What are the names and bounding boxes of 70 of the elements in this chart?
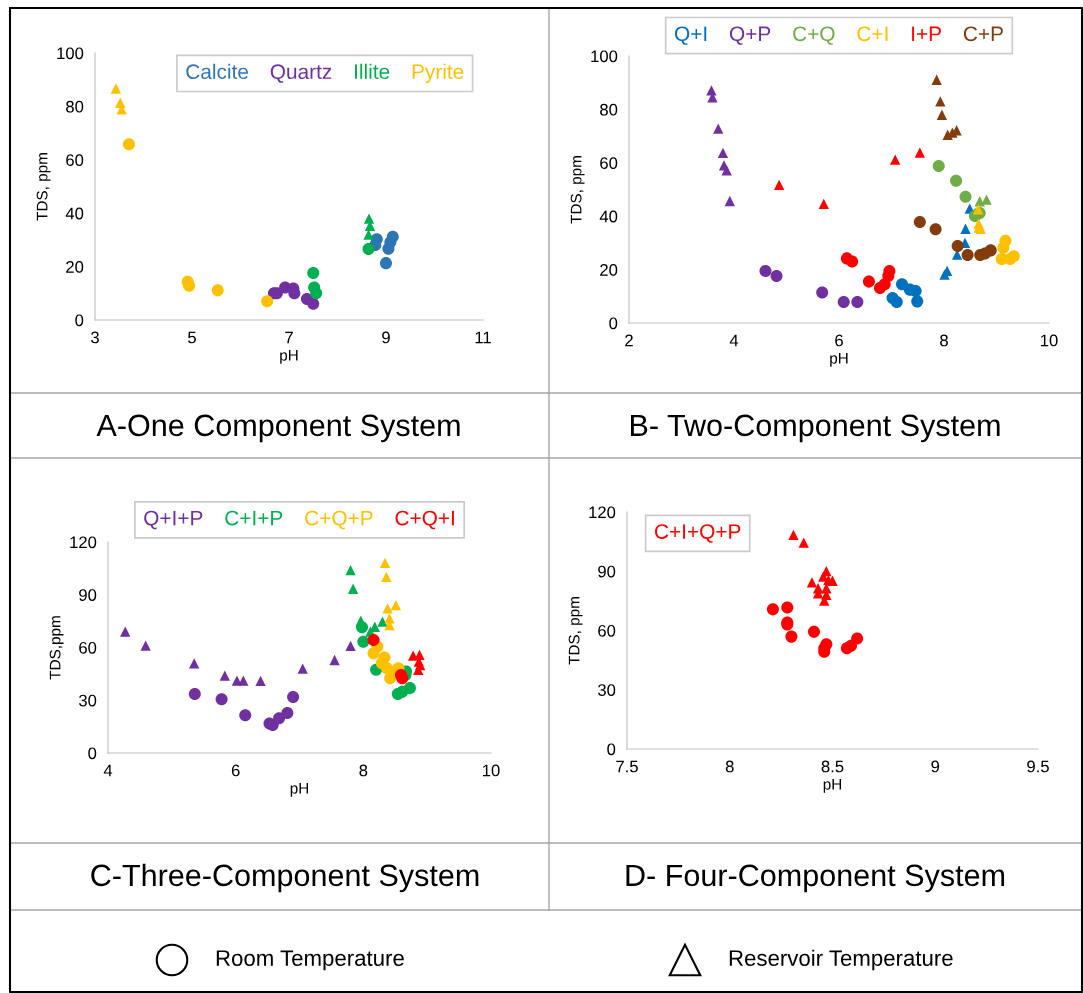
- text: Illite: [355, 63, 390, 80]
- text: Pyrite: [412, 63, 464, 84]
- text: B- Two-Component System: [630, 414, 1000, 443]
- y-tick-label: 80: [600, 103, 618, 116]
- y-tick-label: 0: [609, 317, 618, 330]
- text: Quartz: [270, 64, 332, 83]
- y-tick-label: 0: [607, 743, 616, 756]
- x-tick-label: 3: [91, 331, 99, 344]
- y-tick-label: 30: [78, 694, 97, 707]
- y-tick-label: 100: [591, 50, 618, 63]
- text: C+I: [857, 26, 888, 42]
- y-tick-label: 80: [66, 100, 84, 113]
- x-tick-label: 11: [475, 331, 491, 344]
- y-tick-label: 60: [79, 641, 97, 654]
- y-tick-label: 120: [70, 536, 97, 549]
- text: Room Temperature: [216, 950, 404, 971]
- y-tick-label: 120: [589, 506, 616, 519]
- x-tick-label: 9.5: [1027, 760, 1049, 773]
- x-tick-label: 8: [725, 760, 734, 773]
- y-tick-label: 100: [57, 47, 84, 60]
- y-tick-label: 90: [79, 589, 97, 601]
- x-tick-label: 4: [729, 334, 739, 347]
- x-tick-label: 2: [625, 334, 633, 347]
- y-axis-title: TDS, ppm: [36, 153, 51, 221]
- x-tick-label: 8.5: [821, 760, 844, 773]
- text: C+Q+I: [395, 510, 454, 530]
- x-axis-title: pH: [830, 352, 848, 367]
- x-tick-label: 5: [188, 331, 196, 344]
- y-tick-label: 20: [66, 261, 84, 273]
- x-tick-label: 8: [940, 334, 948, 347]
- y-tick-label: 40: [65, 207, 84, 220]
- x-tick-label: 4: [103, 764, 113, 777]
- text: C+P: [963, 26, 1003, 42]
- text: D- Four-Component System: [626, 864, 1005, 893]
- text: C+I+P: [225, 510, 283, 526]
- x-tick-label: 6: [835, 334, 843, 347]
- text: C+Q+P: [305, 510, 373, 530]
- x-tick-label: 10: [1041, 334, 1058, 347]
- x-axis-title: pH: [280, 349, 298, 364]
- x-tick-label: 9: [382, 331, 390, 344]
- y-tick-label: 0: [75, 314, 84, 327]
- y-tick-label: 60: [600, 157, 618, 169]
- y-axis-title: TDS,ppm: [49, 616, 64, 680]
- y-tick-label: 0: [88, 747, 97, 760]
- text: Q+I: [675, 26, 707, 45]
- y-tick-label: 40: [599, 210, 618, 223]
- x-axis-title: pH: [823, 778, 842, 793]
- y-tick-label: 90: [598, 565, 616, 578]
- x-tick-label: 7: [285, 331, 293, 344]
- text: Calcite: [186, 63, 249, 80]
- x-axis-title: pH: [290, 782, 309, 797]
- text: C-Three-Component System: [91, 863, 479, 893]
- text: C+I+Q+P: [655, 524, 741, 543]
- y-tick-label: 20: [600, 264, 618, 276]
- x-tick-label: 10: [483, 764, 500, 777]
- text: A-One Component System: [96, 414, 460, 443]
- text: C+Q: [793, 26, 835, 45]
- x-tick-label: 7.5: [616, 760, 638, 773]
- x-tick-label: 9: [931, 760, 940, 773]
- y-tick-label: 60: [598, 624, 616, 637]
- y-axis-title: TDS, ppm: [570, 156, 585, 224]
- y-tick-label: 60: [66, 154, 84, 166]
- y-axis-title: TDS, ppm: [568, 597, 583, 665]
- text: I+P: [912, 26, 941, 41]
- x-tick-label: 6: [231, 764, 240, 777]
- text: Reservoir Temperature: [729, 949, 953, 971]
- y-tick-label: 30: [597, 684, 616, 696]
- text: Q+P: [729, 26, 771, 45]
- x-tick-label: 8: [359, 764, 368, 777]
- text: Q+I+P: [144, 510, 203, 530]
